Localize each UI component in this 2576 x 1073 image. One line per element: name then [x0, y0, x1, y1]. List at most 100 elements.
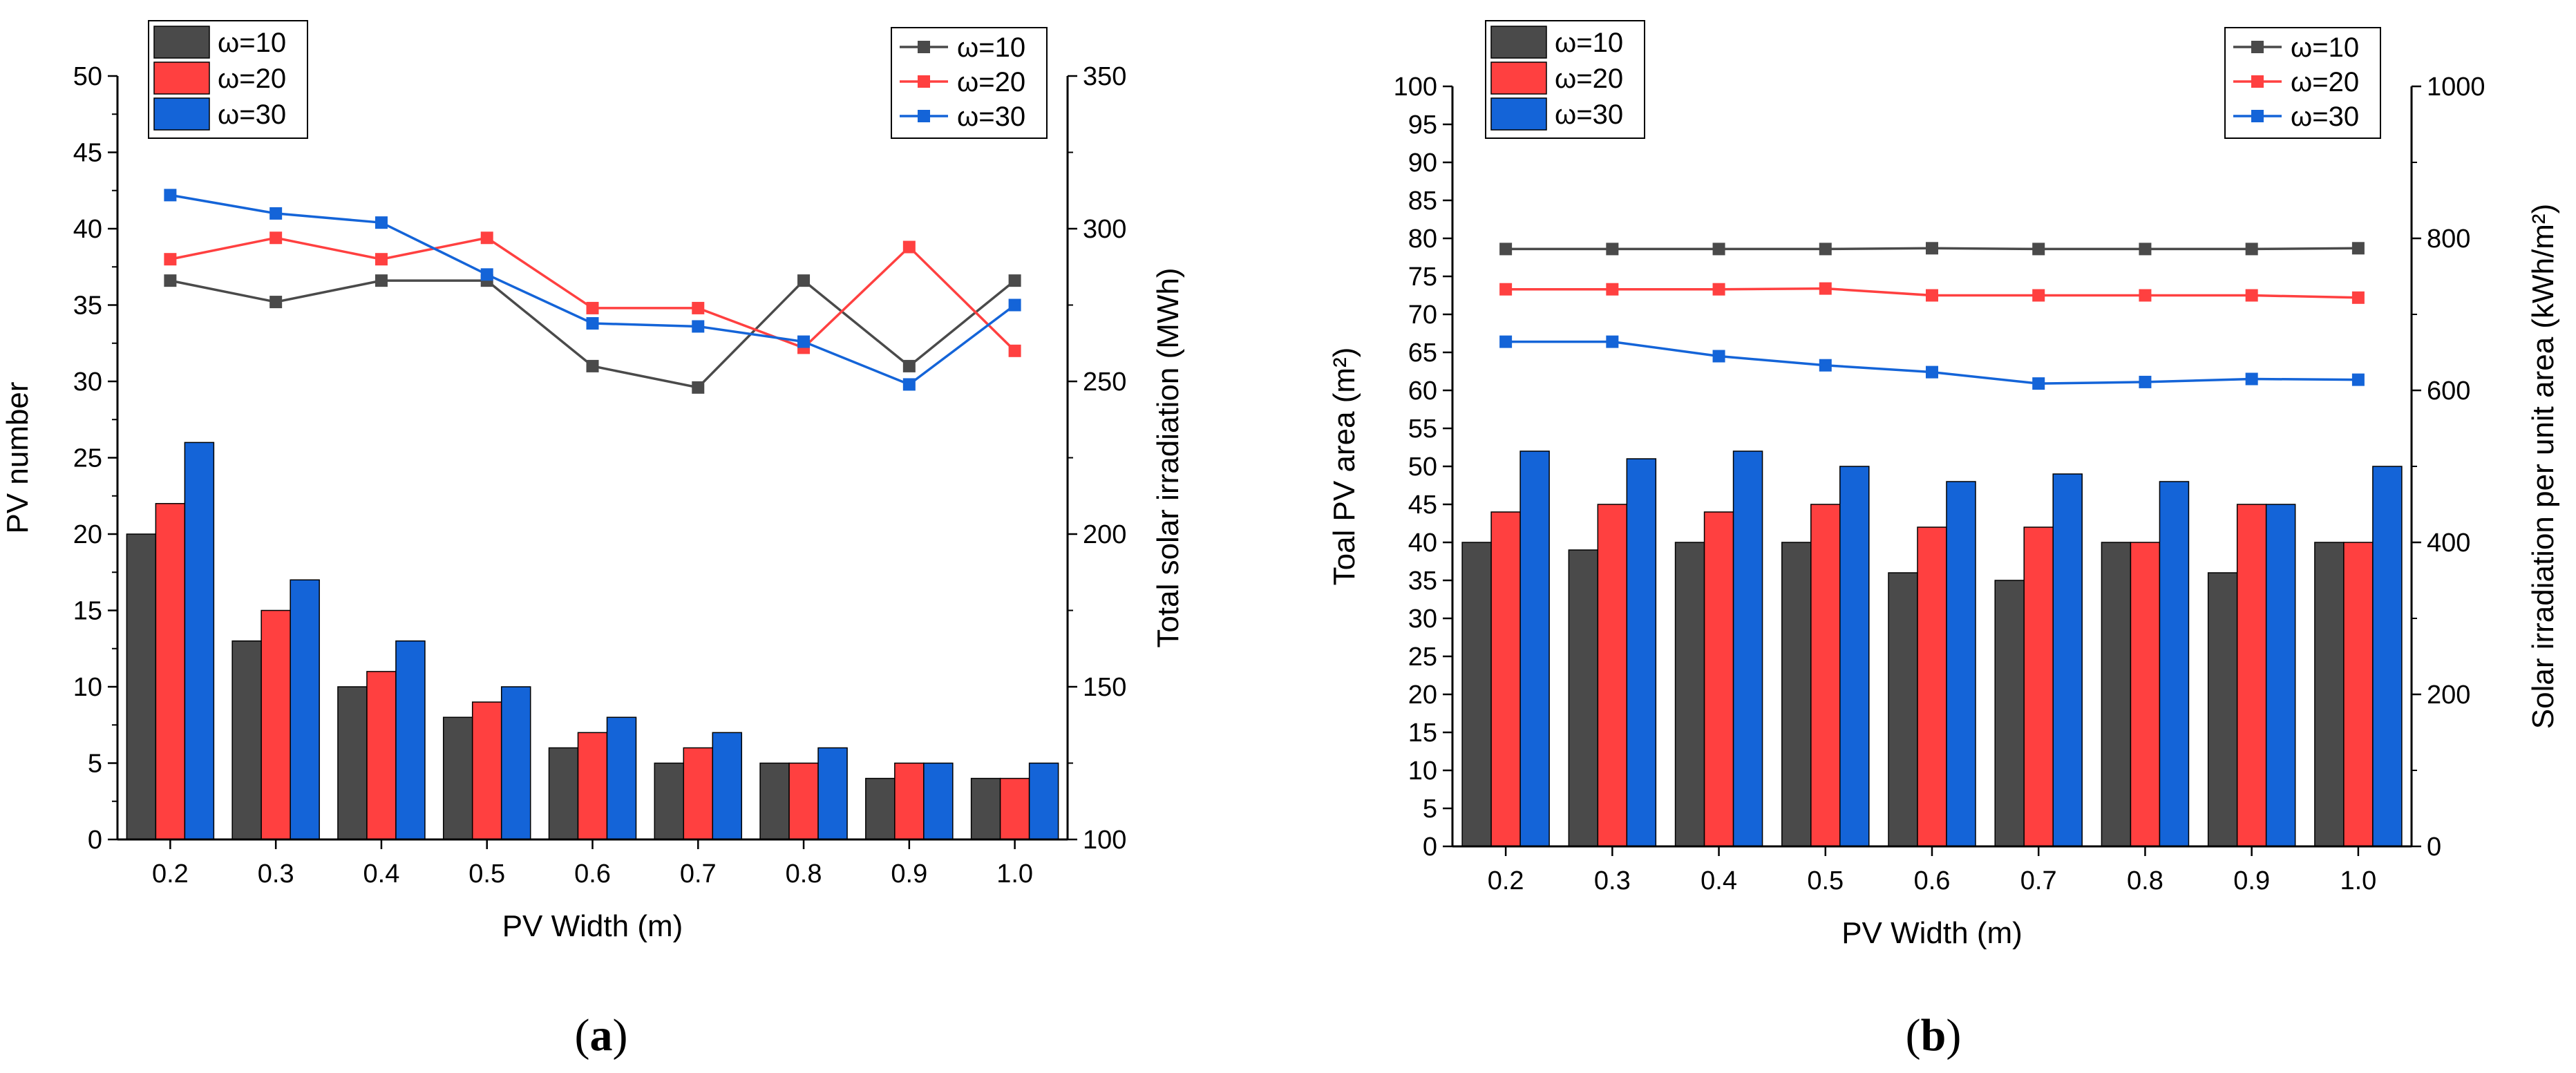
p0-legend-bar-label-20: ω=20 [218, 64, 286, 94]
p0-xtick-label-0-4: 0.4 [363, 860, 400, 889]
p1-xtick-label-0-8: 0.8 [2127, 866, 2163, 895]
p1-y2-axis-title: Solar irradiation per unit area (kWh/m²) [2526, 204, 2560, 729]
p1-point-30-0-6 [1926, 365, 1938, 379]
p1-bar-30-0-7 [2052, 473, 2083, 847]
p0-ytick-label-40: 40 [73, 215, 102, 244]
p1-ytick-label-70: 70 [1408, 301, 1437, 330]
p1-x-axis-title: PV Width (m) [1841, 916, 2023, 950]
p1-point-30-1-0 [2351, 373, 2365, 386]
p1-legend-bars: ω=10 ω=20 ω=30 [1485, 20, 1645, 139]
p0-bar-30-0-3 [290, 579, 320, 840]
p0-x-axis-title: PV Width (m) [502, 909, 683, 943]
p1-bar-20-0-9 [2236, 504, 2267, 847]
panel-a: 0 5 10 15 20 25 30 35 40 45 50 100 150 200 250 300 350 0.… [1, 20, 1185, 943]
p1-point-30-0-4 [1712, 350, 1725, 363]
p0-xtick-label-0-3: 0.3 [258, 860, 294, 889]
p1-bar-10-0-3 [1568, 549, 1599, 847]
p0-bar-30-0-8 [817, 747, 848, 840]
p0-point-30-0-3 [269, 207, 283, 220]
p1-ytick-label-35: 35 [1408, 567, 1437, 596]
p0-y-axis-title: PV number [1, 381, 35, 533]
p1-point-20-0-8 [2139, 289, 2152, 302]
p0-point-30-0-6 [586, 317, 599, 330]
p0-ytick-label-45: 45 [73, 139, 102, 168]
p0-ytick-label-35: 35 [73, 292, 102, 321]
p1-ytick-label-40: 40 [1408, 529, 1437, 558]
p1-legend-line-marker-10 [2251, 41, 2264, 53]
p1-ytick-label-60: 60 [1408, 377, 1437, 406]
p0-y2tick-label-100: 100 [1083, 826, 1126, 855]
p1-y2tick-label-0: 0 [2427, 833, 2441, 862]
p0-point-20-1-0 [1008, 344, 1021, 357]
p0-point-20-0-6 [586, 301, 599, 314]
p1-ytick-label-0: 0 [1423, 833, 1437, 862]
p1-bar-20-0-2 [1490, 511, 1521, 847]
p1-legend-bar-label-20: ω=20 [1555, 64, 1623, 94]
p1-point-20-1-0 [2351, 291, 2365, 304]
p0-xtick-label-0-9: 0.9 [891, 860, 927, 889]
p0-ytick-label-10: 10 [73, 673, 102, 702]
p1-ytick-label-20: 20 [1408, 681, 1437, 710]
p0-point-20-0-2 [164, 253, 177, 266]
p1-bar-30-0-2 [1519, 450, 1550, 847]
p1-bar-10-0-7 [1994, 580, 2025, 847]
p0-bar-30-0-5 [500, 686, 531, 840]
p1-point-10-0-3 [1606, 243, 1619, 256]
p1-point-20-0-7 [2032, 289, 2045, 302]
p0-bar-10-0-4 [337, 686, 368, 840]
p1-xtick-label-0-4: 0.4 [1701, 866, 1737, 895]
p1-point-10-1-0 [2351, 242, 2365, 255]
p1-ytick-label-5: 5 [1423, 795, 1437, 824]
p0-bar-20-0-2 [155, 503, 186, 840]
p1-point-10-0-4 [1712, 243, 1725, 256]
p0-legend-line-marker-20 [918, 75, 930, 88]
p0-xtick-label-0-7: 0.7 [680, 860, 717, 889]
p1-legend-bar-label-30: ω=30 [1555, 99, 1623, 130]
p0-point-10-0-9 [902, 359, 916, 372]
p1-point-30-0-9 [2245, 372, 2258, 386]
p1-bar-10-1-0 [2314, 542, 2345, 847]
p1-bar-10-0-4 [1674, 542, 1705, 847]
p0-legend-line-label-30: ω=30 [957, 102, 1025, 132]
p0-bar-10-0-6 [548, 747, 579, 840]
p1-bar-20-0-6 [1917, 526, 1947, 847]
p1-xtick-label-0-7: 0.7 [2020, 866, 2057, 895]
p0-bar-30-0-4 [395, 640, 426, 840]
p1-ytick-label-55: 55 [1408, 415, 1437, 444]
p0-y2tick-label-150: 150 [1083, 673, 1126, 702]
p1-bar-30-0-8 [2159, 481, 2190, 847]
p0-xtick-label-0-2: 0.2 [152, 860, 189, 889]
p1-legend-line-label-30: ω=30 [2291, 102, 2359, 132]
p0-bar-30-0-2 [184, 441, 215, 840]
p1-y2tick-label-600: 600 [2427, 377, 2470, 406]
p1-point-20-0-3 [1606, 283, 1619, 296]
p1-ytick-label-30: 30 [1408, 605, 1437, 634]
p0-point-20-0-5 [480, 231, 493, 245]
p0-xtick-label-0-6: 0.6 [574, 860, 611, 889]
p1-y2tick-label-800: 800 [2427, 225, 2470, 254]
p1-point-10-0-6 [1926, 242, 1938, 255]
p1-ytick-label-85: 85 [1408, 187, 1437, 216]
p0-ytick-label-0: 0 [88, 826, 102, 855]
p0-bar-20-0-8 [788, 762, 819, 840]
p0-ytick-label-25: 25 [73, 444, 102, 473]
p0-bar-20-0-3 [261, 609, 291, 840]
p1-y2tick-label-1000: 1000 [2427, 73, 2485, 102]
p1-point-10-0-2 [1499, 243, 1513, 256]
p0-legend-bars: ω=10 ω=20 ω=30 [148, 20, 308, 139]
p1-bar-10-0-6 [1888, 572, 1918, 847]
p1-bar-20-1-0 [2343, 542, 2374, 847]
p0-ytick-label-30: 30 [73, 368, 102, 397]
p0-bar-10-0-7 [654, 762, 685, 840]
p0-y2tick-label-200: 200 [1083, 520, 1126, 549]
p1-ytick-label-90: 90 [1408, 149, 1437, 178]
p0-point-30-0-4 [375, 216, 388, 229]
p1-bar-10-0-5 [1781, 542, 1812, 847]
p0-point-30-1-0 [1008, 298, 1021, 312]
p0-bar-20-0-4 [366, 671, 397, 840]
p0-bar-10-0-3 [231, 640, 262, 840]
p0-point-10-0-4 [375, 274, 388, 287]
p1-point-20-0-4 [1712, 283, 1725, 296]
p0-xtick-label-0-8: 0.8 [786, 860, 822, 889]
